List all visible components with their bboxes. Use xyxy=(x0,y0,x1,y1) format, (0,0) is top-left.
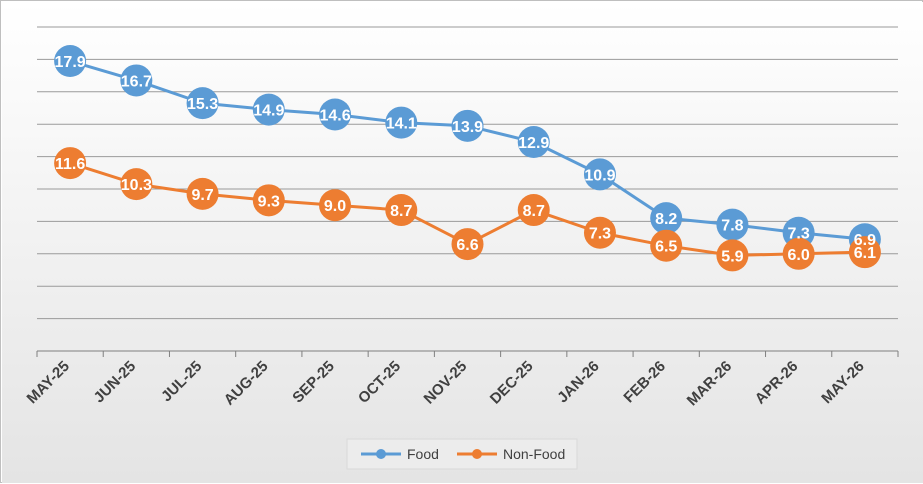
legend: Food Non-Food xyxy=(346,438,578,470)
data-point-non-food xyxy=(583,216,616,249)
data-point-food xyxy=(650,202,683,235)
data-label-food: 14.6 xyxy=(319,107,350,124)
data-label-non-food: 9.3 xyxy=(258,193,280,210)
data-label-food: 14.1 xyxy=(386,116,417,133)
data-point-non-food xyxy=(716,239,749,272)
legend-marker-food xyxy=(376,449,386,459)
data-point-food xyxy=(252,93,285,126)
data-label-food: 12.9 xyxy=(518,135,549,152)
data-label-food: 13.9 xyxy=(452,119,483,136)
data-point-food xyxy=(517,126,550,159)
data-label-food: 14.9 xyxy=(253,103,284,120)
data-label-non-food: 8.7 xyxy=(390,203,412,220)
data-point-food xyxy=(583,158,616,191)
series-group xyxy=(54,45,881,272)
data-point-food xyxy=(319,98,352,131)
data-point-non-food xyxy=(54,147,87,180)
data-label-non-food: 11.6 xyxy=(55,156,85,173)
data-label-non-food: 6.5 xyxy=(655,239,677,256)
data-label-food: 7.3 xyxy=(788,226,810,243)
data-label-food: 17.9 xyxy=(55,54,86,71)
data-point-non-food xyxy=(186,177,219,210)
data-label-non-food: 6.0 xyxy=(788,247,810,264)
data-label-non-food: 9.0 xyxy=(324,198,346,215)
data-point-non-food xyxy=(385,194,418,227)
data-point-non-food xyxy=(319,189,352,222)
data-point-food xyxy=(451,109,484,142)
data-point-non-food xyxy=(782,237,815,270)
data-label-non-food: 7.3 xyxy=(589,226,611,243)
data-label-food: 16.7 xyxy=(121,73,152,90)
data-point-food xyxy=(54,45,87,78)
data-labels: 17.9 16.7 15.3 14.9 14.6 14.1 13.9 12.9 10.9 8.2 7… xyxy=(55,54,877,265)
data-point-non-food xyxy=(650,229,683,262)
legend-marker-non-food xyxy=(472,449,482,459)
data-point-food xyxy=(716,208,749,241)
data-point-non-food xyxy=(848,236,881,269)
data-label-food: 15.3 xyxy=(187,96,218,113)
data-label-food: 7.8 xyxy=(721,218,743,235)
data-label-food: 6.9 xyxy=(854,232,876,249)
data-label-food: 10.9 xyxy=(584,167,615,184)
data-point-non-food xyxy=(252,184,285,217)
data-point-non-food xyxy=(451,228,484,261)
legend-label-food: Food xyxy=(407,446,439,462)
data-point-food xyxy=(186,87,219,120)
data-label-food: 8.2 xyxy=(655,211,677,228)
data-point-food xyxy=(120,64,153,97)
data-label-non-food: 5.9 xyxy=(721,248,743,265)
data-point-food xyxy=(385,106,418,139)
legend-label-non-food: Non-Food xyxy=(503,446,565,462)
data-label-non-food: 6.6 xyxy=(456,237,478,254)
data-label-non-food: 9.7 xyxy=(191,187,213,204)
data-label-non-food: 8.7 xyxy=(523,203,545,220)
data-label-non-food: 6.1 xyxy=(854,245,876,262)
data-label-non-food: 10.3 xyxy=(121,177,152,194)
data-point-non-food xyxy=(517,194,550,227)
data-point-non-food xyxy=(120,168,153,201)
